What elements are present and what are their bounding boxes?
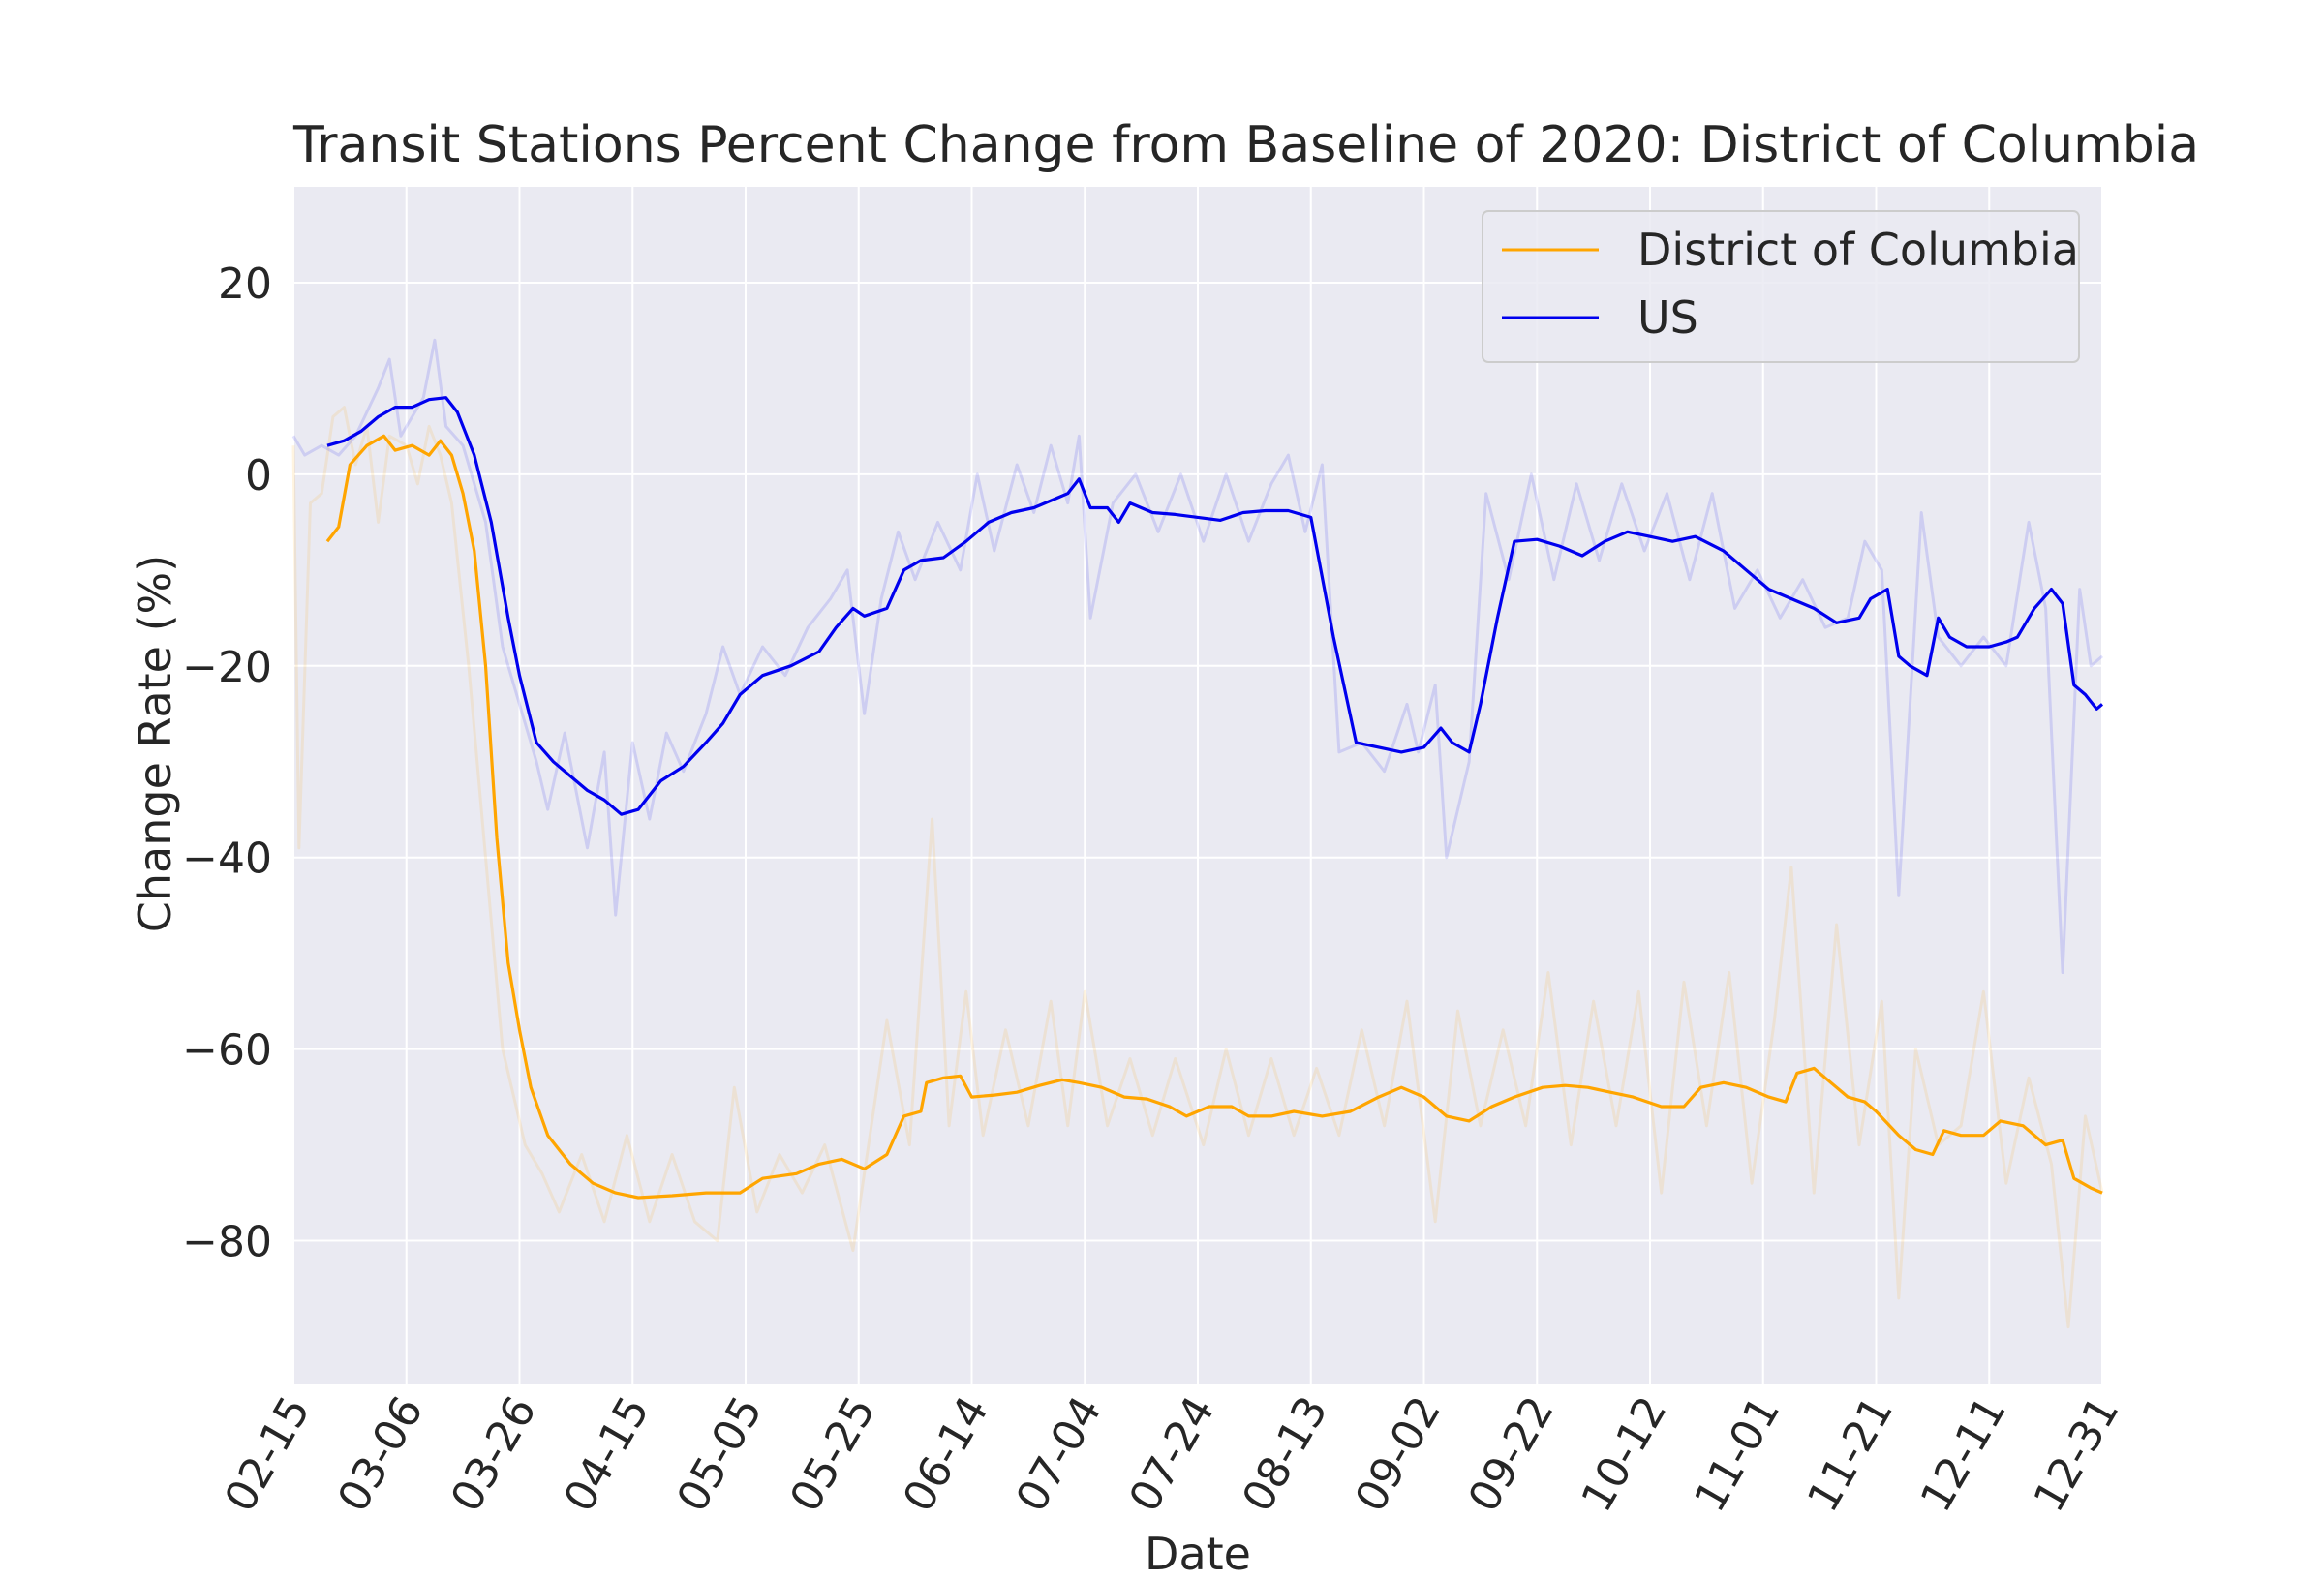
series-line-us: [326, 396, 2104, 816]
x-tick-label: 09-22: [1459, 1388, 1564, 1520]
x-tick-label: 02-15: [215, 1388, 320, 1520]
x-tick-label: 07-04: [1007, 1388, 1112, 1520]
x-tick-label: 09-02: [1346, 1388, 1451, 1520]
x-tick-label: 06-14: [894, 1388, 998, 1520]
x-axis-label: Date: [1145, 1528, 1251, 1580]
y-tick-label: −80: [182, 1218, 272, 1267]
raw-series-district-of-columbia-daily: [291, 406, 2104, 1329]
y-tick-label: 20: [218, 259, 272, 309]
legend-label-us: US: [1637, 291, 1698, 344]
y-tick-label: −40: [182, 835, 272, 884]
x-tick-label: 04-15: [555, 1388, 659, 1520]
legend-label-district-of-columbia: District of Columbia: [1637, 224, 2079, 276]
y-tick-label: 0: [245, 451, 272, 501]
x-tick-label: 10-12: [1572, 1388, 1676, 1520]
x-tick-label: 08-13: [1233, 1388, 1337, 1520]
raw-series-layer: [291, 338, 2104, 1329]
x-tick-label: 03-06: [328, 1388, 433, 1520]
x-tick-label: 05-25: [780, 1388, 885, 1520]
legend: District of Columbia US: [1482, 210, 2080, 363]
legend-box: [1482, 210, 2080, 363]
y-axis-label: Change Rate (%): [129, 554, 181, 933]
series-line-district-of-columbia: [325, 434, 2103, 1200]
chart-title: Transit Stations Percent Change from Bas…: [293, 116, 2200, 174]
x-tick-label: 11-21: [1798, 1388, 1903, 1520]
raw-series-us-daily: [291, 338, 2103, 974]
x-tick-label: 11-01: [1685, 1388, 1789, 1520]
x-tick-label: 07-24: [1119, 1388, 1224, 1520]
grid-lines: [292, 187, 2103, 1384]
y-tick-label: −60: [182, 1026, 272, 1076]
y-tick-label: −20: [182, 643, 272, 692]
series-layer: [325, 396, 2104, 1200]
x-tick-label: 03-26: [442, 1388, 546, 1520]
x-tick-label: 12-31: [2024, 1388, 2128, 1520]
x-tick-label: 05-05: [667, 1388, 772, 1520]
x-tick-label: 12-11: [1911, 1388, 2016, 1520]
